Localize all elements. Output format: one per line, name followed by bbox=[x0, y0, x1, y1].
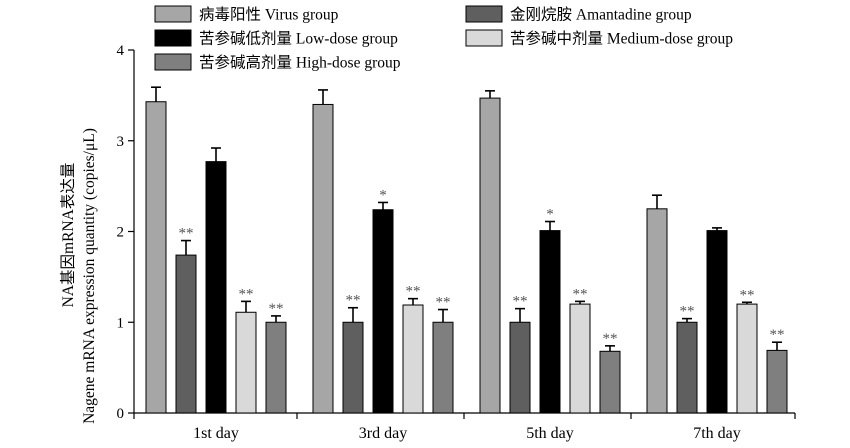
significance-mark: ** bbox=[406, 284, 421, 300]
bar bbox=[145, 101, 167, 414]
legend: 病毒阳性 Virus group 金刚烷胺 Amantadine group 苦参碱… bbox=[154, 5, 733, 72]
bar bbox=[205, 161, 227, 414]
y-tick-label: 1 bbox=[117, 315, 125, 331]
significance-mark: ** bbox=[513, 294, 528, 310]
legend-label: 金刚烷胺 Amantadine group bbox=[510, 6, 692, 24]
bar bbox=[342, 321, 364, 414]
x-category-label: 3rd day bbox=[359, 425, 407, 442]
y-axis-label-chinese: NA基因mRNA表达量 bbox=[59, 163, 77, 308]
x-category-label: 7th day bbox=[693, 425, 741, 442]
bar bbox=[372, 209, 394, 414]
y-axis-label-english: Nagene mRNA expression quantity (copies/… bbox=[81, 128, 98, 424]
bar bbox=[706, 230, 728, 414]
x-category-label: 1st day bbox=[193, 425, 239, 442]
legend-swatch bbox=[465, 29, 503, 47]
legend-label: 病毒阳性 Virus group bbox=[199, 6, 339, 24]
legend-swatch bbox=[154, 29, 192, 47]
legend-item: 苦参碱中剂量 Medium-dose group bbox=[465, 29, 733, 48]
significance-mark: ** bbox=[770, 327, 785, 343]
legend-item: 金刚烷胺 Amantadine group bbox=[465, 5, 692, 24]
y-tick-label: 3 bbox=[117, 134, 125, 150]
bar bbox=[646, 208, 668, 414]
significance-mark: ** bbox=[740, 287, 755, 303]
significance-mark: * bbox=[379, 187, 387, 203]
legend-label: 苦参碱高剂量 High-dose group bbox=[199, 54, 401, 72]
y-axis-label: NA基因mRNA表达量 Nagene mRNA expression quant… bbox=[59, 128, 98, 424]
significance-mark: ** bbox=[239, 286, 254, 302]
bar bbox=[676, 321, 698, 414]
legend-item: 苦参碱高剂量 High-dose group bbox=[154, 53, 401, 72]
significance-mark: ** bbox=[179, 226, 194, 242]
bar bbox=[569, 303, 591, 414]
legend-swatch bbox=[154, 53, 192, 71]
x-category-label: 5th day bbox=[526, 425, 574, 442]
significance-mark: ** bbox=[346, 293, 361, 309]
bar bbox=[402, 304, 424, 414]
y-tick-label: 0 bbox=[117, 406, 125, 422]
bar bbox=[736, 303, 758, 414]
y-tick-label: 2 bbox=[117, 225, 125, 241]
bar bbox=[539, 230, 561, 414]
legend-item: 病毒阳性 Virus group bbox=[154, 5, 339, 24]
significance-mark: ** bbox=[436, 295, 451, 311]
bar bbox=[265, 321, 287, 414]
bar bbox=[479, 97, 501, 414]
bar bbox=[175, 254, 197, 414]
legend-label: 苦参碱低剂量 Low-dose group bbox=[199, 30, 398, 48]
significance-mark: ** bbox=[573, 286, 588, 302]
legend-label: 苦参碱中剂量 Medium-dose group bbox=[510, 30, 733, 48]
bar bbox=[432, 321, 454, 414]
bar bbox=[766, 349, 788, 414]
y-tick-label: 4 bbox=[117, 43, 125, 59]
bar bbox=[509, 321, 531, 414]
significance-mark: * bbox=[546, 207, 554, 223]
bars: **** ******** ** ** **** **** ** bbox=[145, 86, 788, 414]
legend-item: 苦参碱低剂量 Low-dose group bbox=[154, 29, 398, 48]
bar bbox=[312, 103, 334, 414]
legend-swatch bbox=[154, 5, 192, 23]
significance-mark: ** bbox=[603, 331, 618, 347]
significance-mark: ** bbox=[680, 304, 695, 320]
bar bbox=[235, 311, 257, 414]
bar bbox=[599, 350, 621, 414]
significance-mark: ** bbox=[269, 301, 284, 317]
legend-swatch bbox=[465, 5, 503, 23]
